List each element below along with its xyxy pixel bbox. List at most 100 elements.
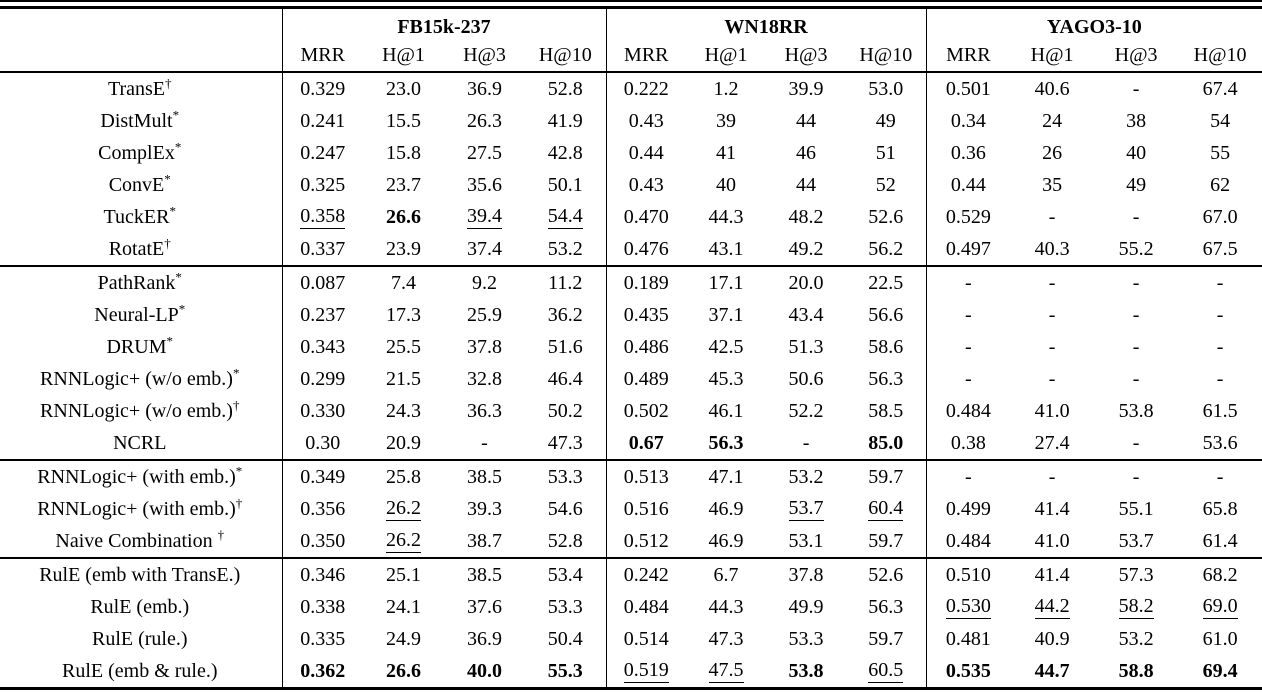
metric-cell: 23.0 <box>386 77 421 100</box>
metric-cell: 46.1 <box>708 399 744 422</box>
metric-cell: 41.0 <box>1034 529 1070 552</box>
metric-cell: 49 <box>1126 173 1147 196</box>
metric-cell: - <box>1132 335 1140 358</box>
metric-header: H@1 <box>704 44 748 66</box>
metric-header: MRR <box>624 44 669 66</box>
metric-cell: 0.36 <box>950 141 986 164</box>
metric-cell: 15.5 <box>386 109 421 132</box>
row-label: RNNLogic+ (w/o emb.)* <box>0 363 283 395</box>
metric-cell: 41 <box>716 141 737 164</box>
metric-cell: 69.0 <box>1202 595 1238 619</box>
table-group: RNNLogic+ (with emb.)* 0.349 25.8 38.5 53.3 0… <box>0 460 1262 558</box>
metric-cell: - <box>1132 77 1140 100</box>
metric-cell: 51.3 <box>788 335 824 358</box>
metric-cell: 43.4 <box>788 303 824 326</box>
metric-cell: 51.6 <box>525 331 607 363</box>
metric-cell: 36.9 <box>467 627 502 650</box>
metric-cell: 57.3 <box>1118 563 1154 586</box>
metric-cell: 38.5 <box>467 563 502 586</box>
metric-cell: 56.6 <box>846 299 927 331</box>
table-row: Neural-LP* 0.237 17.3 25.9 36.2 0.435 37.1 43.4… <box>0 299 1262 331</box>
metric-cell: 65.8 <box>1202 497 1238 520</box>
metric-cell: - <box>1132 271 1140 294</box>
metric-cell: 40.3 <box>1034 237 1070 260</box>
row-label-marker: * <box>172 106 180 122</box>
metric-cell: 53.0 <box>846 72 927 105</box>
metric-cell: 0.535 <box>945 659 991 682</box>
metric-cell: 55 <box>1210 141 1231 164</box>
metric-header: H@1 <box>382 44 425 66</box>
table-row: RNNLogic+ (w/o emb.)* 0.299 21.5 32.8 46.4 0.… <box>0 363 1262 395</box>
metric-cell: 53.8 <box>788 659 824 682</box>
row-label: PathRank* <box>0 266 283 299</box>
row-label: DRUM* <box>0 331 283 363</box>
metric-cell: 53.6 <box>1202 431 1238 454</box>
metric-cell: 44.3 <box>708 205 744 228</box>
metric-cell: 0.38 <box>950 431 986 454</box>
metric-cell: - <box>1048 205 1056 228</box>
metric-cell: 40 <box>716 173 737 196</box>
metric-cell: 44.2 <box>1034 595 1070 619</box>
metric-cell: 59.7 <box>846 460 927 493</box>
metric-cell: 26.2 <box>386 529 421 553</box>
table-bottom-rule <box>0 687 1262 693</box>
metric-cell: 41.4 <box>1034 497 1070 520</box>
metric-cell: 53.7 <box>788 497 824 521</box>
metric-cell: 44.7 <box>1034 659 1070 682</box>
metric-cell: 17.3 <box>386 303 421 326</box>
metric-cell: 52.8 <box>525 72 607 105</box>
metric-cell: 53.3 <box>788 627 824 650</box>
row-label: RulE (emb with TransE.) <box>0 558 283 591</box>
metric-cell: 26.6 <box>386 205 421 228</box>
metric-cell: 61.4 <box>1202 529 1238 552</box>
metric-header: H@3 <box>1114 44 1158 66</box>
metric-cell: 47.3 <box>708 627 744 650</box>
metric-cell: 46.9 <box>708 497 744 520</box>
table-group: RulE (emb with TransE.) 0.346 25.1 38.5 53.4… <box>0 558 1262 687</box>
metric-cell: 42.8 <box>525 137 607 169</box>
metric-cell: 69.4 <box>1202 659 1238 682</box>
metric-header: H@3 <box>463 44 506 66</box>
metric-cell: 0.486 <box>623 335 669 358</box>
metric-cell: 0.329 <box>300 77 346 100</box>
metric-cell: 0.499 <box>945 497 991 520</box>
row-label: RNNLogic+ (w/o emb.)† <box>0 395 283 427</box>
metric-cell: 0.30 <box>305 431 341 454</box>
metric-cell: 0.502 <box>623 399 669 422</box>
row-label: RulE (emb.) <box>0 591 283 623</box>
metric-cell: 46 <box>796 141 817 164</box>
metric-cell: 35 <box>1042 173 1063 196</box>
row-label: NCRL <box>0 427 283 460</box>
metric-cell: 53.3 <box>525 591 607 623</box>
row-label: DistMult* <box>0 105 283 137</box>
metric-cell: 48.2 <box>788 205 824 228</box>
metric-cell: 25.5 <box>386 335 421 358</box>
metric-cell: 25.9 <box>467 303 502 326</box>
metric-header: H@10 <box>1193 44 1247 66</box>
row-label: ConvE* <box>0 169 283 201</box>
row-label-marker: † <box>165 74 172 90</box>
metric-cell: 36.3 <box>467 399 502 422</box>
metric-cell: 55.3 <box>525 655 607 687</box>
metric-cell: - <box>1048 303 1056 326</box>
metric-cell: 52.2 <box>788 399 824 422</box>
metric-cell: 0.325 <box>300 173 346 196</box>
metric-cell: 0.237 <box>300 303 346 326</box>
metric-cell: 25.1 <box>386 563 421 586</box>
metric-cell: 40.0 <box>467 659 502 682</box>
metric-cell: - <box>964 335 972 358</box>
row-label: RotatE† <box>0 233 283 266</box>
metric-cell: 0.530 <box>945 595 991 619</box>
table-row: Naive Combination † 0.350 26.2 38.7 52.8 0.512… <box>0 525 1262 558</box>
metric-cell: 53.2 <box>525 233 607 266</box>
metric-cell: 37.8 <box>788 563 824 586</box>
metric-cell: - <box>964 271 972 294</box>
metric-cell: 0.44 <box>628 141 664 164</box>
results-table: FB15k-237 WN18RR YAGO3-10 MRR H@1 H@3 H@10 MRR H… <box>0 9 1262 687</box>
metric-cell: 54.4 <box>525 201 607 233</box>
metric-cell: 50.4 <box>525 623 607 655</box>
row-label-marker: * <box>178 300 186 316</box>
metric-cell: - <box>1132 303 1140 326</box>
metric-cell: 24.9 <box>386 627 421 650</box>
row-label: RNNLogic+ (with emb.)† <box>0 493 283 525</box>
